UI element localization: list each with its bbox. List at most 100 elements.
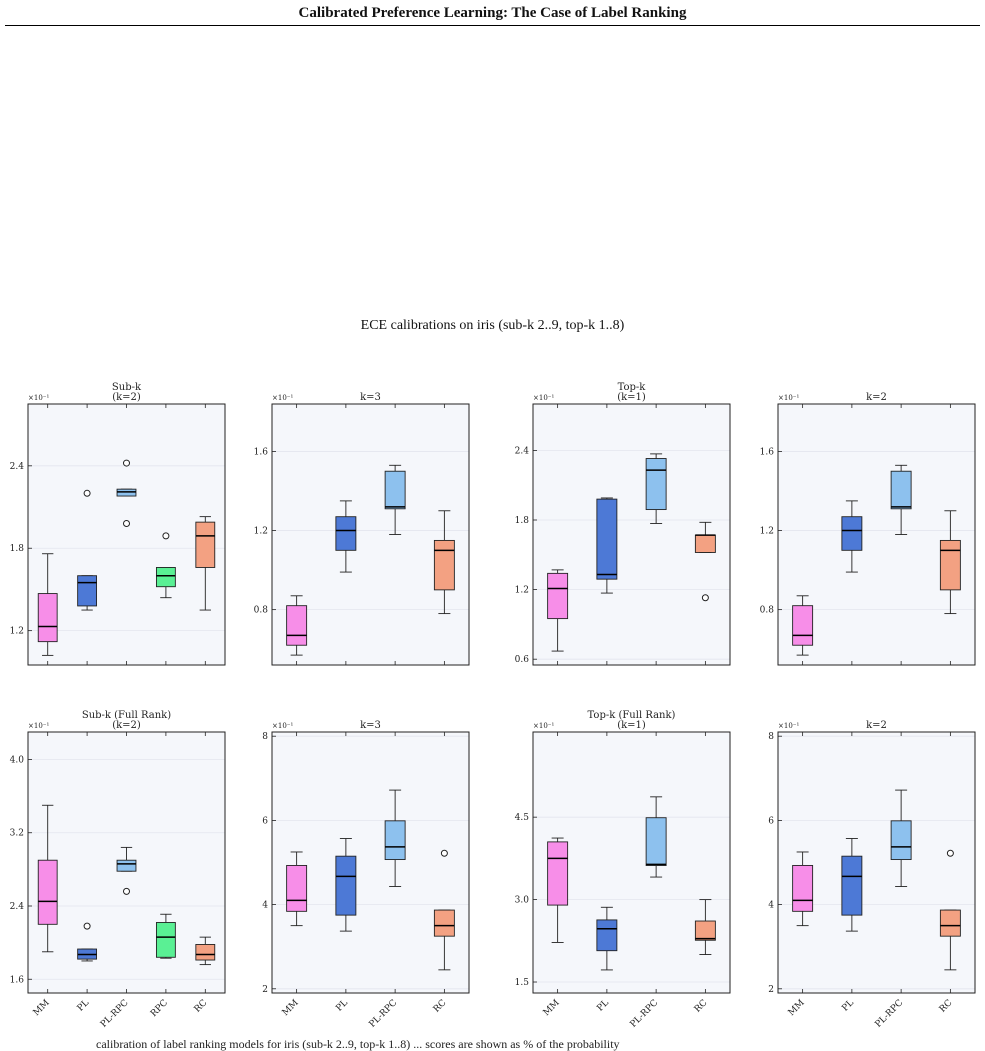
y-tick-label: 3.0	[515, 896, 530, 906]
box-body	[286, 864, 308, 912]
box-body	[335, 516, 357, 551]
y-tick-label: 1.6	[254, 447, 269, 457]
y-tick-label: 1.2	[515, 586, 529, 596]
box-body	[195, 521, 216, 568]
box-MM	[792, 595, 814, 656]
box-PL	[841, 500, 863, 573]
x-tick-label: MM	[787, 998, 807, 1018]
box-PL-RPC	[384, 464, 406, 535]
y-tick-label: 6	[262, 816, 268, 826]
outlier-point	[123, 459, 130, 467]
plot-frame	[271, 403, 470, 666]
header-rule	[5, 25, 980, 26]
plot-frame	[271, 731, 470, 994]
y-tick-label: 1.8	[10, 544, 25, 554]
box-body	[155, 567, 176, 588]
box-MM	[547, 569, 569, 652]
y-tick-label: 0.6	[515, 655, 530, 665]
y-tick-label: 1.6	[760, 447, 775, 457]
box-PL	[77, 922, 98, 962]
box-RC	[694, 521, 716, 602]
panel-title: (k=1)	[617, 720, 646, 731]
box-body	[335, 855, 357, 916]
box-body	[694, 920, 716, 941]
box-PL-RPC	[890, 464, 912, 535]
x-tick-label: PL-RPC	[874, 998, 906, 1030]
y-tick-label: 3.2	[10, 829, 24, 839]
box-RC	[433, 849, 455, 971]
box-body	[890, 820, 912, 861]
box-body	[841, 516, 863, 551]
y-tick-label: 2.4	[10, 902, 25, 912]
box-PL-RPC	[890, 789, 912, 887]
outlier-point	[946, 849, 954, 857]
chart-panel-7: 1.5 3.0 4.5 Top-k (Full Rank)(k=1) ×10⁻¹ MM PL…	[515, 710, 731, 1030]
x-tick-label: MM	[281, 998, 301, 1018]
box-body	[890, 470, 912, 510]
box-body	[155, 922, 176, 958]
box-body	[547, 572, 569, 620]
box-body	[116, 859, 137, 872]
figure-caption: calibration of label ranking models for …	[96, 1037, 620, 1051]
y-tick-label: 4	[768, 901, 774, 911]
y-tick-label: 1.6	[10, 975, 25, 985]
box-body	[939, 909, 961, 937]
box-PL-RPC	[116, 846, 137, 895]
x-tick-label: RC	[693, 998, 710, 1015]
panel-title: Top-k	[618, 382, 647, 393]
y-tick-label: 4.0	[10, 755, 25, 765]
y-tick-label: 4.5	[515, 813, 530, 823]
box-body	[645, 458, 667, 511]
box-body	[939, 539, 961, 591]
panel-title: Top-k (Full Rank)	[588, 710, 676, 721]
box-PL	[77, 489, 98, 611]
box-body	[694, 534, 716, 553]
y-tick-label: 1.8	[515, 516, 530, 526]
x-tick-label: PL	[76, 998, 92, 1014]
x-tick-label: PL-RPC	[368, 998, 400, 1030]
box-RC	[939, 849, 961, 971]
plot-frame	[532, 731, 731, 994]
y-scale-label: ×10⁻¹	[272, 394, 293, 402]
y-tick-label: 1.5	[515, 978, 530, 988]
outlier-point	[701, 594, 709, 602]
y-tick-label: 0.8	[254, 606, 269, 616]
box-MM	[37, 804, 58, 953]
plot-area	[272, 732, 469, 993]
x-tick-label: RC	[193, 998, 210, 1015]
y-tick-label: 1.2	[254, 527, 268, 537]
y-tick-label: 4	[262, 901, 268, 911]
y-scale-label: ×10⁻¹	[778, 394, 799, 402]
box-body	[645, 817, 667, 866]
chart-panel-2: 0.8 1.2 1.6 k=3 ×10⁻¹	[254, 392, 470, 666]
y-scale-label: ×10⁻¹	[272, 722, 293, 730]
box-MM	[286, 595, 308, 656]
panel-title: (k=1)	[617, 392, 646, 403]
box-body	[433, 539, 455, 591]
box-body	[433, 909, 455, 937]
box-body	[195, 944, 216, 961]
box-RC	[195, 516, 216, 611]
box-PL	[596, 497, 618, 594]
box-body	[792, 605, 814, 646]
plot-frame	[777, 403, 976, 666]
x-tick-label: RC	[938, 998, 955, 1015]
box-MM	[286, 851, 308, 927]
y-scale-label: ×10⁻¹	[28, 394, 49, 402]
y-tick-label: 8	[768, 732, 774, 742]
x-tick-label: MM	[32, 998, 52, 1018]
y-tick-label: 2	[768, 985, 774, 995]
outlier-point	[83, 922, 91, 930]
y-scale-label: ×10⁻¹	[533, 394, 554, 402]
chart-panel-1: 1.2 1.8 2.4 Sub-k(k=2) ×10⁻¹	[10, 382, 226, 666]
y-tick-label: 2.4	[10, 462, 25, 472]
y-tick-label: 2.4	[515, 446, 530, 456]
box-body	[37, 593, 58, 643]
x-tick-label: PL-RPC	[629, 998, 661, 1030]
y-tick-label: 2	[262, 985, 268, 995]
box-body	[384, 820, 406, 861]
plot-frame	[777, 731, 976, 994]
chart-panel-3: 0.6 1.2 1.8 2.4 Top-k(k=1) ×10⁻¹	[515, 382, 731, 666]
y-scale-label: ×10⁻¹	[533, 722, 554, 730]
figure-title: ECE calibrations on iris (sub-k 2..9, to…	[360, 318, 625, 333]
